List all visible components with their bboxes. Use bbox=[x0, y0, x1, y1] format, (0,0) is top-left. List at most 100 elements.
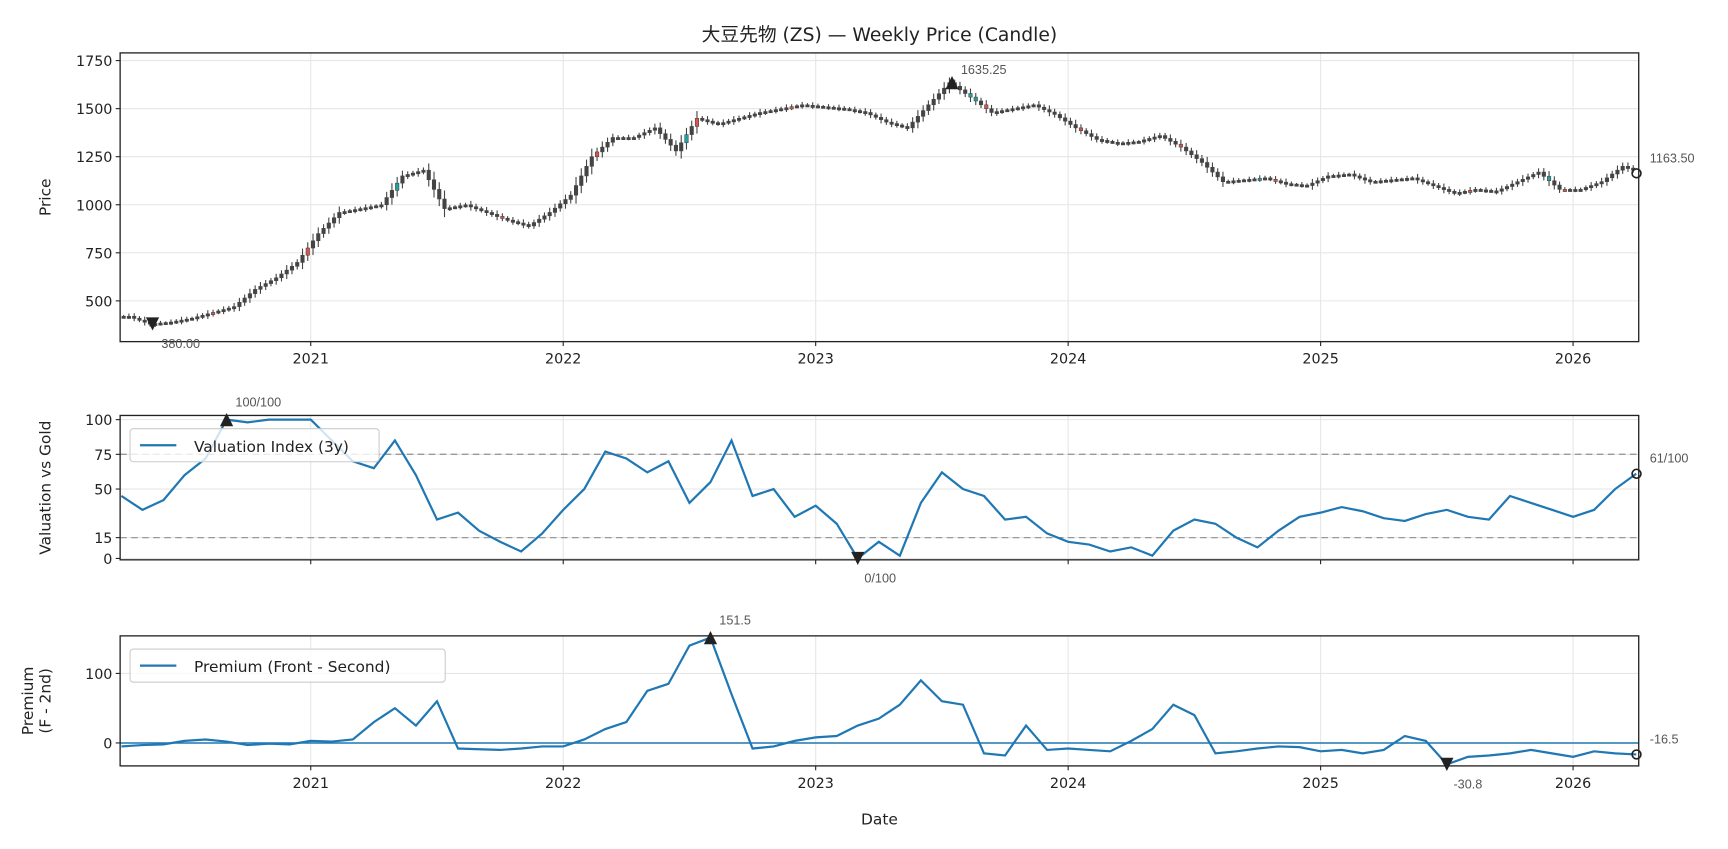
candle-body bbox=[1010, 108, 1015, 112]
candle-body bbox=[1610, 173, 1615, 179]
candle-body bbox=[900, 124, 905, 128]
candle-body bbox=[694, 117, 700, 127]
last-label: 61/100 bbox=[1650, 452, 1689, 466]
candle-body bbox=[516, 221, 521, 225]
x-axis-label: Date bbox=[861, 810, 898, 828]
min-marker bbox=[145, 317, 160, 331]
candle-body bbox=[1110, 141, 1115, 144]
candle-body bbox=[936, 93, 941, 100]
candle-body bbox=[1015, 107, 1020, 111]
candle-body bbox=[300, 254, 305, 263]
candle-body bbox=[1052, 111, 1057, 115]
last-marker bbox=[1631, 168, 1642, 179]
candle-body bbox=[1173, 141, 1178, 145]
candle-body bbox=[258, 286, 263, 290]
candle-body bbox=[374, 205, 379, 209]
y-tick-label: 500 bbox=[85, 294, 112, 310]
legend-box bbox=[129, 648, 446, 683]
candle-body bbox=[279, 273, 284, 279]
candle-body bbox=[842, 107, 847, 111]
candle-body bbox=[626, 137, 631, 140]
candle-body bbox=[1489, 190, 1494, 193]
candle-body bbox=[1136, 141, 1141, 144]
candle-body bbox=[379, 204, 384, 208]
candle-body bbox=[189, 317, 195, 321]
candle-body bbox=[1578, 189, 1583, 192]
candle-body bbox=[342, 211, 347, 214]
candle-body bbox=[810, 105, 815, 108]
candle-body bbox=[831, 106, 836, 110]
candle-body bbox=[232, 306, 237, 310]
y-axis-label: Price bbox=[37, 178, 55, 216]
candle-body bbox=[1194, 154, 1199, 159]
candle-body bbox=[1268, 177, 1273, 181]
candle-body bbox=[984, 104, 989, 109]
candle-body bbox=[447, 207, 452, 211]
candle-body bbox=[1120, 142, 1126, 146]
x-tick-label: 2022 bbox=[545, 352, 581, 368]
candle-body bbox=[1399, 178, 1404, 182]
candle-body bbox=[1157, 135, 1162, 139]
candle-body bbox=[726, 120, 731, 124]
x-tick-label: 2026 bbox=[1555, 776, 1591, 792]
candle-body bbox=[268, 280, 273, 284]
candle-body bbox=[405, 174, 410, 177]
candle-body bbox=[1278, 180, 1283, 184]
candle-body bbox=[579, 175, 584, 186]
chart-title: 大豆先物 (ZS) — Weekly Price (Candle) bbox=[702, 25, 1058, 46]
candle-body bbox=[321, 228, 326, 234]
candle-body bbox=[1383, 179, 1389, 183]
candle-body bbox=[1525, 176, 1531, 180]
y-tick-label: 50 bbox=[94, 483, 112, 499]
candle-body bbox=[247, 293, 252, 299]
candle-body bbox=[1163, 135, 1168, 139]
candle-body bbox=[715, 122, 721, 126]
candle-body bbox=[1420, 179, 1425, 183]
candle-body bbox=[358, 208, 363, 212]
candle-body bbox=[410, 172, 416, 176]
candle-body bbox=[1273, 179, 1278, 182]
candle-body bbox=[505, 217, 510, 221]
candle-body bbox=[1184, 146, 1189, 152]
candle-body bbox=[1547, 176, 1552, 182]
candle-body bbox=[826, 106, 831, 110]
candle-body bbox=[621, 137, 626, 140]
candle-body bbox=[631, 137, 636, 140]
candle-body bbox=[679, 142, 684, 152]
candle-body bbox=[721, 122, 726, 126]
candle-body bbox=[705, 119, 710, 123]
candle-body bbox=[1215, 171, 1220, 178]
candle-body bbox=[1241, 179, 1247, 183]
candle-body bbox=[758, 112, 763, 115]
legend-label: Premium (Front - Second) bbox=[194, 658, 391, 676]
candle-body bbox=[1205, 162, 1210, 168]
candle-body bbox=[942, 87, 947, 94]
candle-body bbox=[700, 117, 705, 121]
candle-body bbox=[1373, 180, 1378, 184]
candle-body bbox=[1473, 189, 1478, 192]
candle-body bbox=[168, 321, 174, 325]
legend: Premium (Front - Second) bbox=[129, 648, 446, 683]
candle-body bbox=[1410, 177, 1415, 181]
candle-body bbox=[1499, 188, 1504, 192]
candle-body bbox=[847, 108, 852, 112]
min-marker bbox=[851, 551, 865, 566]
candle-body bbox=[563, 199, 568, 205]
candle-body bbox=[1389, 179, 1394, 183]
candle-body bbox=[673, 144, 678, 152]
candle-body bbox=[274, 277, 279, 281]
candle-body bbox=[1210, 166, 1215, 173]
candle-body bbox=[1562, 189, 1567, 192]
candle-body bbox=[1294, 183, 1299, 187]
candle-body bbox=[1431, 183, 1436, 187]
candle-body bbox=[957, 85, 963, 91]
last-label: -16.5 bbox=[1650, 732, 1679, 746]
candle-body bbox=[1305, 184, 1310, 188]
candle-body bbox=[747, 115, 752, 118]
candle-body bbox=[542, 215, 547, 220]
candle-body bbox=[174, 320, 179, 324]
candle-body bbox=[647, 129, 652, 133]
candle-body bbox=[1063, 117, 1068, 122]
candle-body bbox=[479, 208, 484, 212]
candle-body bbox=[526, 224, 531, 227]
